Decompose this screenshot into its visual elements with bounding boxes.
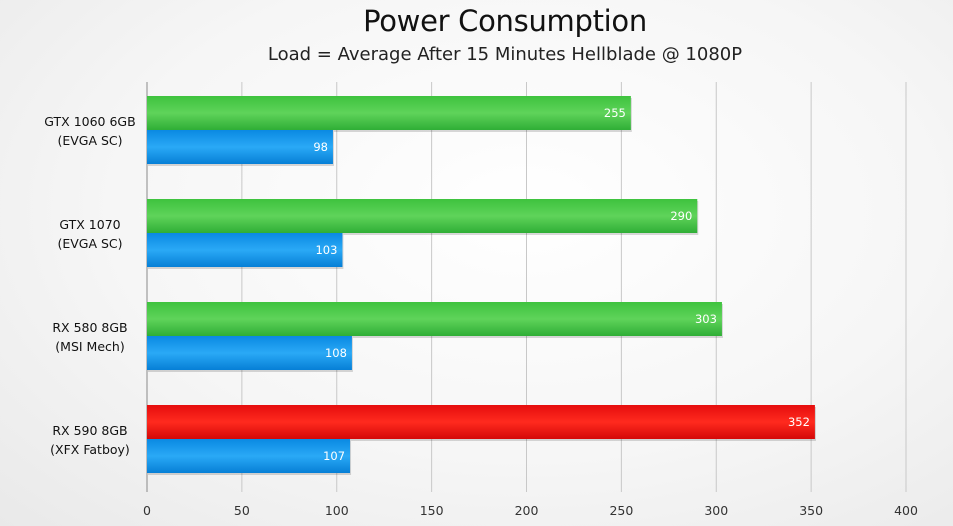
- chart-title: Power Consumption: [363, 4, 647, 38]
- bar-load-2: [147, 302, 722, 336]
- x-tick-label: 350: [799, 503, 823, 518]
- bar-load-3: [147, 405, 815, 439]
- bar-idle-3: [147, 439, 351, 473]
- data-label: 98: [313, 140, 328, 154]
- data-label: 108: [325, 346, 347, 360]
- data-label: 303: [695, 312, 717, 326]
- category-label: GTX 1060 6GB: [44, 114, 135, 129]
- bar-idle-1: [147, 233, 343, 267]
- x-tick-label: 200: [515, 503, 539, 518]
- x-tick-label: 150: [420, 503, 444, 518]
- data-label: 255: [604, 106, 626, 120]
- category-label: (XFX Fatboy): [50, 442, 130, 457]
- x-tick-label: 50: [234, 503, 250, 518]
- x-tick-label: 100: [325, 503, 349, 518]
- bar-idle-0: [147, 130, 333, 164]
- x-tick-label: 250: [609, 503, 633, 518]
- data-label: 107: [323, 449, 345, 463]
- data-label: 290: [670, 209, 692, 223]
- category-label: (EVGA SC): [57, 236, 122, 251]
- data-label: 103: [315, 243, 337, 257]
- x-tick-label: 300: [704, 503, 728, 518]
- data-label: 352: [788, 415, 810, 429]
- category-label: RX 580 8GB: [52, 320, 127, 335]
- labels: 0 50 100 150 200 250 300 350 400 255 98 GTX 1060 6G…: [44, 106, 918, 518]
- bar-idle-2: [147, 336, 352, 370]
- chart-subtitle: Load = Average After 15 Minutes Hellblad…: [267, 44, 743, 65]
- bar-load-1: [147, 199, 698, 233]
- category-label: RX 590 8GB: [52, 423, 127, 438]
- bar-load-0: [147, 96, 631, 130]
- category-label: (MSI Mech): [55, 339, 124, 354]
- x-tick-label: 0: [143, 503, 151, 518]
- x-tick-label: 400: [894, 503, 918, 518]
- category-label: GTX 1070: [59, 217, 120, 232]
- bars: [147, 96, 816, 475]
- category-label: (EVGA SC): [57, 133, 122, 148]
